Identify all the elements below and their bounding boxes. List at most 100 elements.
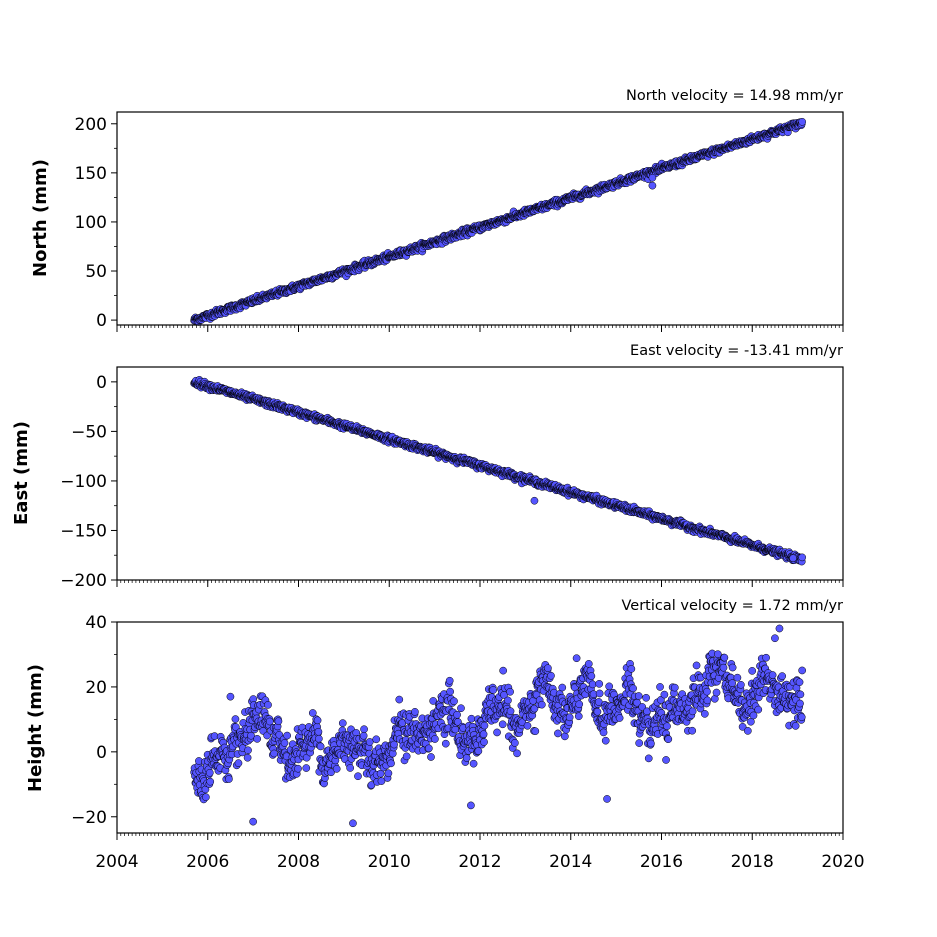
x-tick-label: 2012	[458, 852, 501, 872]
data-point	[338, 719, 347, 727]
data-point	[663, 722, 671, 731]
outlier-point	[648, 173, 657, 182]
outlier-point	[648, 181, 657, 190]
x-tick-label: 2018	[731, 852, 774, 872]
data-point	[315, 734, 323, 743]
data-point	[554, 729, 562, 738]
data-point	[480, 721, 489, 730]
outlier-point	[226, 692, 235, 701]
data-point	[796, 690, 805, 699]
data-point	[462, 754, 471, 762]
data-point	[244, 746, 252, 755]
data-point	[688, 707, 697, 716]
data-point	[798, 553, 807, 562]
data-point	[441, 739, 450, 748]
north-plot-area: 0 50 100 150 200	[75, 111, 844, 332]
data-point	[728, 679, 737, 688]
data-point	[778, 672, 787, 680]
vertical-velocity-annotation: Vertical velocity = 1.72 mm/yr	[622, 598, 844, 614]
data-point	[231, 715, 240, 723]
data-point	[365, 738, 374, 746]
y-tick-label: 40	[85, 613, 107, 633]
data-point	[593, 707, 602, 716]
data-point	[601, 736, 610, 745]
data-point	[457, 704, 465, 713]
data-point	[595, 680, 604, 688]
data-point	[499, 666, 507, 675]
data-point	[547, 671, 555, 680]
data-point	[450, 697, 458, 706]
data-point	[561, 732, 569, 741]
data-points	[190, 117, 807, 326]
data-point	[635, 739, 644, 747]
data-point	[302, 764, 311, 772]
data-point	[270, 749, 278, 758]
data-point	[544, 664, 552, 673]
data-point	[584, 660, 593, 668]
data-point	[202, 793, 210, 801]
data-point	[703, 696, 712, 705]
x-tick-label: 2014	[549, 852, 592, 872]
data-point	[558, 683, 567, 692]
outlier-point	[249, 817, 257, 826]
data-point	[720, 653, 729, 662]
data-point	[225, 775, 233, 783]
data-point	[642, 693, 650, 702]
y-tick-label: −50	[71, 422, 107, 442]
data-point	[387, 759, 395, 768]
east-ylabel: East (mm)	[11, 421, 32, 525]
data-point	[474, 747, 483, 755]
east-velocity-annotation: East velocity = -13.41 mm/yr	[630, 343, 843, 359]
outlier-point	[603, 795, 611, 803]
data-point	[670, 683, 679, 692]
data-point	[719, 663, 728, 672]
north-velocity-annotation: North velocity = 14.98 mm/yr	[626, 88, 843, 104]
x-tick-label: 2006	[186, 852, 229, 872]
data-point	[795, 678, 804, 687]
data-point	[575, 700, 584, 709]
data-point	[283, 731, 291, 740]
data-point	[749, 711, 758, 720]
data-point	[798, 117, 807, 126]
data-point	[797, 713, 806, 722]
data-point	[656, 683, 664, 691]
x-tick-label: 2020	[821, 852, 864, 872]
data-point	[445, 676, 454, 685]
x-tick-label: 2004	[95, 852, 138, 872]
y-tick-label: 200	[75, 115, 107, 135]
data-point	[467, 714, 476, 723]
north-ylabel: North (mm)	[30, 159, 51, 277]
data-point	[660, 690, 669, 699]
data-point	[768, 671, 777, 679]
data-point	[446, 687, 454, 696]
data-point	[234, 759, 243, 767]
data-point	[523, 721, 532, 730]
data-point	[599, 728, 608, 737]
data-point	[480, 738, 488, 746]
data-point	[427, 753, 435, 761]
data-point	[634, 692, 643, 700]
data-point	[479, 730, 488, 739]
data-point	[384, 769, 393, 778]
data-point	[692, 661, 701, 670]
data-point	[498, 720, 507, 729]
y-tick-label: 0	[96, 743, 107, 763]
data-point	[664, 735, 673, 744]
data-point	[316, 742, 325, 751]
data-point	[733, 673, 742, 682]
outlier-point	[771, 634, 779, 643]
data-point	[743, 727, 752, 735]
data-point	[314, 727, 323, 736]
y-tick-label: −20	[71, 808, 107, 828]
data-point	[346, 764, 355, 772]
x-tick-label: 2010	[368, 852, 411, 872]
data-point	[796, 699, 804, 708]
data-point	[294, 764, 302, 773]
data-point	[395, 695, 404, 704]
y-tick-label: −100	[60, 472, 107, 492]
data-point	[206, 777, 215, 786]
data-point	[431, 735, 439, 743]
y-tick-label: −150	[60, 521, 107, 541]
